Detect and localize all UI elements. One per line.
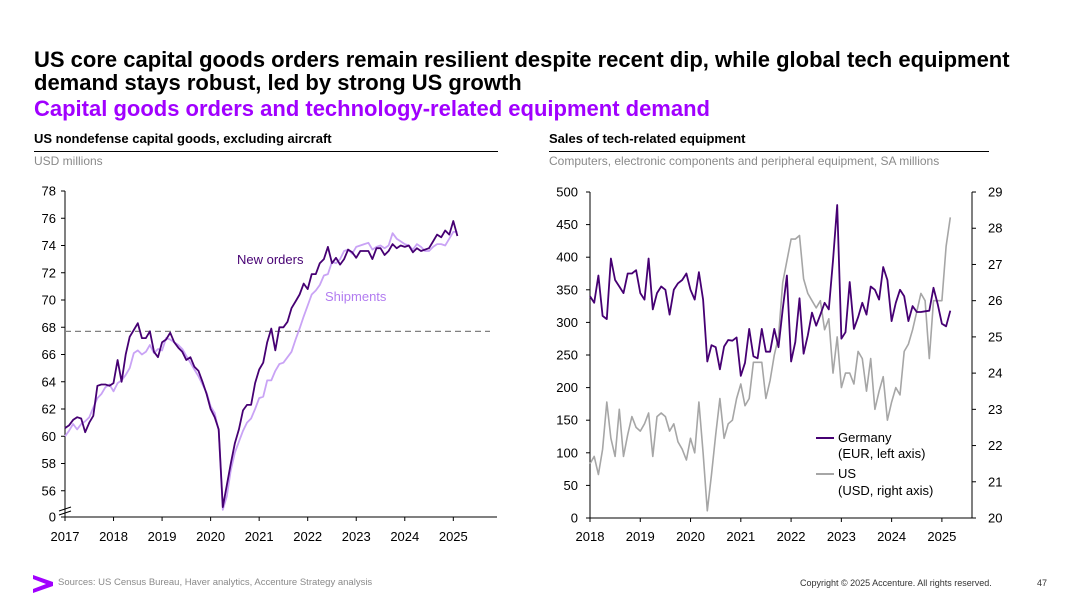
legend-germany-sub: (EUR, left axis) — [838, 446, 925, 461]
y-tick-label: 64 — [42, 374, 56, 389]
legend-germany-label: Germany — [838, 430, 892, 445]
shipments-series-line — [64, 230, 458, 511]
x-tick-label: 2023 — [342, 529, 371, 544]
right-y-tick-label: 27 — [988, 257, 1002, 272]
x-tick-label: 2022 — [777, 529, 806, 544]
y-tick-label: 60 — [42, 429, 56, 444]
new-orders-series-line — [64, 220, 459, 509]
x-tick-label: 2019 — [148, 529, 177, 544]
y-tick-label: 58 — [42, 456, 56, 471]
page-title: US core capital goods orders remain resi… — [34, 47, 1010, 95]
shipments-annotation: Shipments — [325, 289, 387, 304]
x-tick-label: 2017 — [51, 529, 80, 544]
copyright-notice: Copyright © 2025 Accenture. All rights r… — [800, 578, 992, 588]
x-tick-label: 2022 — [293, 529, 322, 544]
x-tick-label: 2021 — [726, 529, 755, 544]
left-chart-unit: USD millions — [34, 154, 103, 168]
y-tick-label: 68 — [42, 320, 56, 335]
right-chart-title: Sales of tech-related equipment — [549, 131, 989, 152]
y-tick-label: 56 — [42, 483, 56, 498]
x-tick-label: 2018 — [576, 529, 605, 544]
y-tick-label: 74 — [42, 238, 56, 253]
x-tick-label: 2025 — [927, 529, 956, 544]
right-y-tick-label: 29 — [988, 185, 1002, 200]
left-y-tick-label: 0 — [571, 511, 578, 526]
y-tick-label: 66 — [42, 347, 56, 362]
y-tick-label: 0 — [49, 510, 56, 525]
y-tick-label: 62 — [42, 402, 56, 417]
y-tick-label: 76 — [42, 211, 56, 226]
x-tick-label: 2021 — [245, 529, 274, 544]
left-y-tick-label: 100 — [556, 445, 578, 460]
page-subtitle: Capital goods orders and technology-rela… — [34, 96, 710, 121]
left-y-tick-label: 500 — [556, 185, 578, 200]
y-tick-label: 72 — [42, 265, 56, 280]
right-y-tick-label: 24 — [988, 366, 1002, 381]
x-tick-label: 2020 — [196, 529, 225, 544]
left-chart-title: US nondefense capital goods, excluding a… — [34, 131, 498, 152]
right-y-tick-label: 20 — [988, 511, 1002, 526]
accenture-greater-than-icon — [33, 575, 53, 593]
right-y-tick-label: 26 — [988, 293, 1002, 308]
left-y-tick-label: 200 — [556, 380, 578, 395]
right-chart-unit: Computers, electronic components and per… — [549, 154, 940, 168]
left-y-tick-label: 250 — [556, 348, 578, 363]
x-tick-label: 2018 — [99, 529, 128, 544]
x-tick-label: 2024 — [390, 529, 419, 544]
new-orders-annotation: New orders — [237, 252, 304, 267]
right-y-tick-label: 22 — [988, 438, 1002, 453]
legend-us-label: US — [838, 466, 856, 481]
right-y-tick-label: 28 — [988, 221, 1002, 236]
left-y-tick-label: 50 — [564, 478, 578, 493]
x-tick-label: 2024 — [877, 529, 906, 544]
y-tick-label: 78 — [42, 184, 56, 199]
right-y-tick-label: 25 — [988, 329, 1002, 344]
y-tick-label: 70 — [42, 293, 56, 308]
right-y-tick-label: 21 — [988, 474, 1002, 489]
us-series-line — [589, 217, 952, 512]
left-y-tick-label: 150 — [556, 413, 578, 428]
page-number: 47 — [1037, 578, 1048, 588]
left-y-tick-label: 400 — [556, 250, 578, 265]
left-y-tick-label: 450 — [556, 217, 578, 232]
germany-series-line — [589, 204, 952, 377]
x-tick-label: 2020 — [676, 529, 705, 544]
legend-us-sub: (USD, right axis) — [838, 483, 933, 498]
x-tick-label: 2023 — [827, 529, 856, 544]
x-tick-label: 2025 — [439, 529, 468, 544]
left-y-tick-label: 300 — [556, 315, 578, 330]
axis-break-mark — [58, 506, 72, 512]
x-tick-label: 2019 — [626, 529, 655, 544]
sources-note: Sources: US Census Bureau, Haver analyti… — [58, 577, 373, 588]
axis-break-mark — [58, 510, 72, 516]
left-y-tick-label: 350 — [556, 282, 578, 297]
right-y-tick-label: 23 — [988, 402, 1002, 417]
